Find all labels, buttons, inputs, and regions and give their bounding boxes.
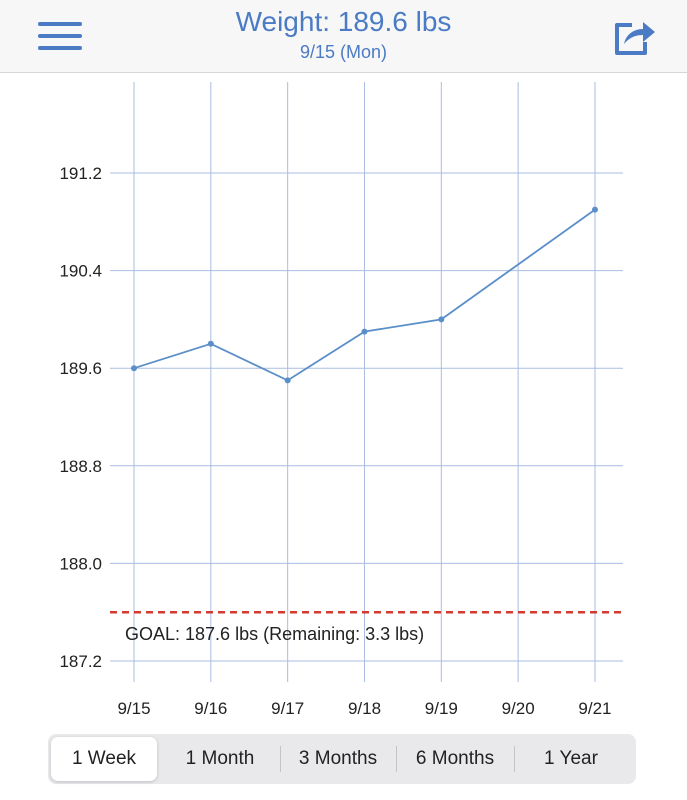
- x-tick-label: 9/19: [425, 699, 458, 718]
- segment-divider: [396, 746, 397, 772]
- navigation-bar: Weight: 189.6 lbs 9/15 (Mon): [0, 0, 687, 73]
- y-tick-label: 190.4: [59, 262, 102, 281]
- y-axis-tick-labels: 191.2 190.4 189.6 188.8 188.0 187.2: [59, 164, 102, 671]
- data-point-9/15[interactable]: [131, 365, 137, 372]
- y-tick-label: 187.2: [59, 652, 102, 671]
- segment-1-year[interactable]: 1 Year: [544, 748, 598, 769]
- segment-divider: [514, 746, 515, 772]
- segment-1-month[interactable]: 1 Month: [185, 748, 255, 769]
- x-tick-label: 9/17: [271, 699, 304, 718]
- x-tick-label: 9/20: [502, 699, 535, 718]
- x-tick-label: 9/21: [578, 699, 611, 718]
- y-tick-label: 191.2: [59, 164, 102, 183]
- goal-label: GOAL: 187.6 lbs (Remaining: 3.3 lbs): [125, 624, 424, 644]
- page-title: Weight: 189.6 lbs: [235, 6, 452, 37]
- hamburger-menu-icon[interactable]: [38, 20, 82, 52]
- weight-data-points: [131, 206, 598, 384]
- vertical-gridlines: [133, 82, 596, 682]
- x-axis-tick-labels: 9/15 9/16 9/17 9/18 9/19 9/20 9/21: [117, 699, 611, 718]
- share-icon[interactable]: [610, 14, 658, 58]
- x-tick-label: 9/18: [348, 699, 381, 718]
- data-point-9/17[interactable]: [284, 377, 291, 384]
- segment-6-months[interactable]: 6 Months: [415, 748, 495, 769]
- horizontal-gridlines: [110, 172, 623, 662]
- data-point-9/21[interactable]: [591, 206, 598, 213]
- weight-series-line: [133, 208, 596, 382]
- x-tick-label: 9/15: [117, 699, 150, 718]
- y-tick-label: 188.8: [59, 457, 102, 476]
- y-tick-label: 189.6: [59, 359, 102, 378]
- segment-3-months[interactable]: 3 Months: [298, 748, 378, 769]
- y-tick-label: 188.0: [59, 554, 102, 573]
- data-point-9/16[interactable]: [207, 340, 214, 347]
- x-tick-label: 9/16: [194, 699, 227, 718]
- data-point-9/18[interactable]: [361, 328, 368, 335]
- data-point-9/19[interactable]: [438, 316, 445, 323]
- segment-1-week[interactable]: 1 Week: [51, 737, 157, 781]
- time-range-segmented-control: 1 Week 1 Month 3 Months 6 Months 1 Year: [48, 734, 636, 784]
- segment-divider: [280, 746, 281, 772]
- selected-date: 9/15 (Mon): [299, 42, 388, 62]
